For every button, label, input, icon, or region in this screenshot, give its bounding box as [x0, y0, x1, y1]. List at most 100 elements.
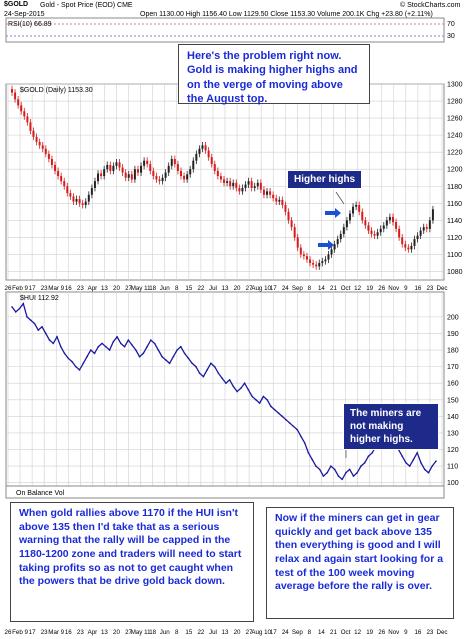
- candle-body: [367, 225, 370, 231]
- hui-data-point: [101, 342, 103, 345]
- hui-data-point: [161, 355, 163, 358]
- candle-body: [81, 203, 84, 206]
- candle-body: [391, 216, 394, 223]
- hui-data-point: [135, 349, 137, 351]
- hui-data-point: [146, 345, 148, 348]
- rsi-panel: [5, 17, 445, 43]
- candle-body: [348, 213, 351, 221]
- candle-body: [100, 173, 103, 177]
- hui-data-point: [22, 302, 25, 305]
- x-tick-label: Nov: [388, 629, 400, 636]
- x-tick-label: 27: [125, 629, 132, 636]
- candle-body: [97, 173, 100, 182]
- hui-series-line: [11, 302, 437, 481]
- hui-data-point: [367, 455, 370, 457]
- candle-body: [361, 211, 364, 221]
- hui-data-point: [255, 398, 257, 401]
- candle-body: [290, 220, 293, 228]
- candle-body: [207, 150, 210, 158]
- hui-data-point: [127, 339, 130, 341]
- panel-legend: $HUI 112.92: [20, 295, 59, 302]
- y-tick-label: 170: [447, 364, 459, 371]
- candle-body: [302, 254, 305, 257]
- hui-data-point: [341, 478, 343, 481]
- x-tick-label: 27: [125, 285, 132, 292]
- symbol-description: Gold - Spot Price (EOD) CME: [40, 2, 133, 9]
- x-tick-label: 15: [185, 285, 192, 292]
- candle-body: [140, 165, 143, 173]
- x-tick-label: Oct: [341, 285, 351, 292]
- x-tick-label: 17: [29, 629, 36, 636]
- candle-body: [259, 182, 262, 190]
- hui-data-point: [63, 352, 66, 355]
- candle-body: [278, 199, 281, 202]
- candle-body: [355, 205, 358, 207]
- annotation-top-box: Here's the problem right now. Gold is ma…: [178, 44, 370, 105]
- x-tick-label: 22: [197, 629, 204, 636]
- y-tick-label: 1180: [447, 184, 462, 191]
- candle-body: [167, 165, 170, 173]
- candle-body: [127, 174, 130, 178]
- candle-body: [345, 220, 348, 228]
- candle-body: [23, 111, 26, 117]
- candle-body: [223, 179, 225, 183]
- candle-body: [269, 191, 272, 195]
- hui-data-point: [322, 475, 325, 477]
- x-tick-label: 23: [77, 629, 84, 636]
- candle-body: [133, 169, 136, 180]
- candle-body: [296, 237, 299, 248]
- hui-data-point: [150, 339, 152, 341]
- hui-data-point: [157, 349, 160, 351]
- x-tick-label: 18: [149, 629, 156, 636]
- panel-legend: $GOLD (Daily) 1153.30: [20, 87, 93, 94]
- x-tick-label: 16: [65, 285, 72, 292]
- candle-body: [250, 181, 253, 188]
- candle-body: [47, 153, 50, 159]
- candle-body: [395, 222, 398, 229]
- hui-data-point: [311, 458, 313, 461]
- candle-body: [35, 136, 38, 142]
- candle-body: [321, 261, 324, 263]
- x-tick-label: Apr: [88, 629, 98, 636]
- x-tick-label: Jul: [209, 629, 217, 636]
- x-tick-label: Aug 10: [251, 629, 271, 636]
- candle-body: [401, 237, 404, 245]
- arrow-icon: [318, 240, 334, 250]
- candle-body: [232, 182, 235, 187]
- y-tick-label: 1240: [447, 133, 463, 140]
- x-tick-label: 16: [414, 629, 421, 636]
- hui-data-point: [142, 352, 145, 355]
- x-tick-label: Mar 9: [48, 285, 64, 292]
- candle-body: [309, 259, 312, 263]
- candle-body: [428, 220, 431, 229]
- candle-body: [413, 239, 416, 246]
- hui-data-point: [303, 442, 306, 444]
- hui-data-point: [285, 418, 287, 421]
- candle-body: [364, 220, 367, 226]
- hui-data-point: [52, 342, 55, 345]
- x-tick-label: Jul: [209, 285, 217, 292]
- hui-data-point: [48, 339, 51, 341]
- candle-body: [11, 89, 13, 93]
- hui-data-point: [41, 326, 43, 328]
- hui-data-point: [11, 306, 13, 308]
- x-tick-label: 23: [426, 285, 433, 292]
- candle-body: [336, 239, 339, 245]
- hui-data-point: [180, 345, 182, 348]
- candle-body: [284, 205, 287, 212]
- hui-data-point: [273, 408, 276, 411]
- hui-data-point: [412, 458, 415, 461]
- hui-data-point: [29, 319, 32, 321]
- x-tick-label: 16: [65, 629, 72, 636]
- x-tick-label: 19: [366, 629, 373, 636]
- candle-body: [379, 228, 382, 233]
- x-tick-label: 17: [270, 285, 277, 292]
- hui-data-point: [232, 385, 235, 388]
- y-tick-label: 1220: [447, 150, 463, 157]
- x-tick-label: 27: [246, 629, 253, 636]
- hui-data-point: [26, 316, 28, 318]
- hui-data-point: [183, 352, 186, 355]
- candle-body: [164, 172, 167, 178]
- x-tick-label: Feb 9: [12, 285, 28, 292]
- candle-body: [201, 145, 204, 149]
